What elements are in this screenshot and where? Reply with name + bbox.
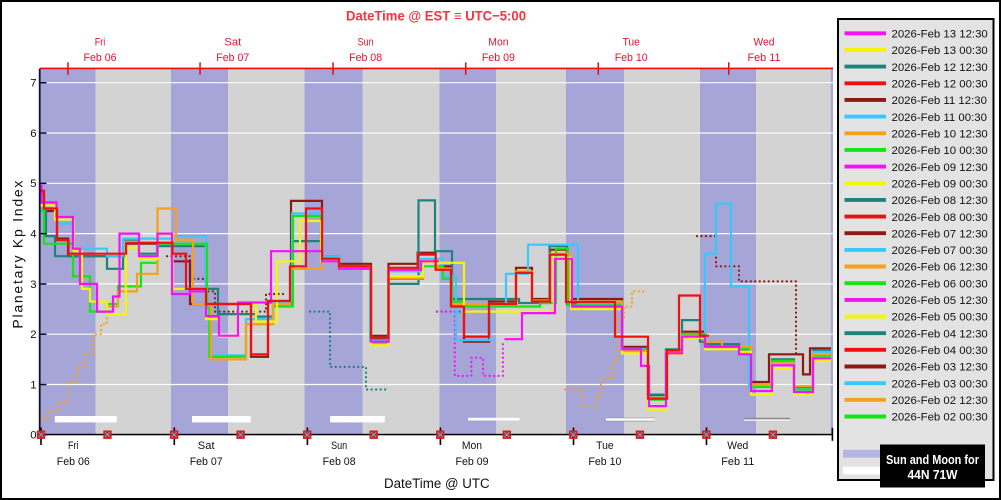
svg-text:2026-Feb 12 00:30: 2026-Feb 12 00:30 <box>892 79 988 91</box>
svg-text:Sun: Sun <box>331 440 347 452</box>
svg-text:DateTime @ EST ≡ UTC−5:00: DateTime @ EST ≡ UTC−5:00 <box>346 9 526 24</box>
svg-text:6: 6 <box>30 128 36 140</box>
svg-text:4: 4 <box>30 229 36 241</box>
svg-text:DateTime @ UTC: DateTime @ UTC <box>384 476 490 491</box>
svg-text:Feb 06: Feb 06 <box>57 456 90 468</box>
svg-text:2026-Feb 05 00:30: 2026-Feb 05 00:30 <box>892 312 988 324</box>
svg-text:2026-Feb 13 12:30: 2026-Feb 13 12:30 <box>892 29 988 41</box>
svg-text:2026-Feb 03 12:30: 2026-Feb 03 12:30 <box>892 362 988 374</box>
svg-text:Sun: Sun <box>358 37 374 49</box>
svg-text:2026-Feb 09 00:30: 2026-Feb 09 00:30 <box>892 178 988 190</box>
svg-text:2026-Feb 11 00:30: 2026-Feb 11 00:30 <box>892 112 987 124</box>
svg-text:2026-Feb 02 00:30: 2026-Feb 02 00:30 <box>892 412 988 424</box>
svg-text:Tue: Tue <box>622 37 640 49</box>
svg-text:2026-Feb 05 12:30: 2026-Feb 05 12:30 <box>892 295 988 307</box>
svg-text:2: 2 <box>30 329 36 341</box>
svg-text:2026-Feb 04 12:30: 2026-Feb 04 12:30 <box>892 328 988 340</box>
svg-text:Feb 09: Feb 09 <box>482 52 515 64</box>
svg-text:44N 71W: 44N 71W <box>908 467 959 482</box>
svg-text:Feb 08: Feb 08 <box>349 52 382 64</box>
svg-text:Mon: Mon <box>488 37 508 49</box>
svg-text:Feb 10: Feb 10 <box>588 456 621 468</box>
svg-text:Wed: Wed <box>754 37 775 49</box>
svg-text:Feb 07: Feb 07 <box>216 52 249 64</box>
svg-text:7: 7 <box>30 78 36 90</box>
svg-text:Fri: Fri <box>95 37 106 49</box>
svg-text:Sun and Moon for: Sun and Moon for <box>886 452 979 467</box>
svg-text:2026-Feb 08 00:30: 2026-Feb 08 00:30 <box>892 212 988 224</box>
svg-text:1: 1 <box>30 379 36 391</box>
svg-text:2026-Feb 11 12:30: 2026-Feb 11 12:30 <box>892 95 987 107</box>
svg-text:Feb 10: Feb 10 <box>615 52 648 64</box>
svg-text:5: 5 <box>30 178 36 190</box>
svg-text:2026-Feb 13 00:30: 2026-Feb 13 00:30 <box>892 45 988 57</box>
svg-text:Mon: Mon <box>462 440 482 452</box>
svg-text:Feb 06: Feb 06 <box>84 52 117 64</box>
svg-text:3: 3 <box>30 279 36 291</box>
svg-text:Feb 08: Feb 08 <box>323 456 356 468</box>
svg-text:2026-Feb 10 00:30: 2026-Feb 10 00:30 <box>892 145 988 157</box>
svg-text:2026-Feb 02 12:30: 2026-Feb 02 12:30 <box>892 395 988 407</box>
svg-text:Fri: Fri <box>68 440 79 452</box>
svg-text:2026-Feb 06 00:30: 2026-Feb 06 00:30 <box>892 278 988 290</box>
svg-text:2026-Feb 08 12:30: 2026-Feb 08 12:30 <box>892 195 988 207</box>
svg-text:Planetary Kp Index: Planetary Kp Index <box>10 181 26 329</box>
svg-text:Feb 11: Feb 11 <box>721 456 754 468</box>
svg-text:2026-Feb 06 12:30: 2026-Feb 06 12:30 <box>892 262 988 274</box>
svg-text:2026-Feb 10 12:30: 2026-Feb 10 12:30 <box>892 129 988 141</box>
svg-text:Tue: Tue <box>596 440 614 452</box>
svg-text:Feb 09: Feb 09 <box>456 456 489 468</box>
svg-text:2026-Feb 07 12:30: 2026-Feb 07 12:30 <box>892 228 988 240</box>
svg-text:0: 0 <box>30 430 36 442</box>
svg-text:Wed: Wed <box>727 440 748 452</box>
svg-text:Sat: Sat <box>224 37 242 49</box>
svg-text:2026-Feb 04 00:30: 2026-Feb 04 00:30 <box>892 345 988 357</box>
svg-text:2026-Feb 09 12:30: 2026-Feb 09 12:30 <box>892 162 988 174</box>
svg-text:Feb 07: Feb 07 <box>190 456 223 468</box>
svg-text:2026-Feb 07 00:30: 2026-Feb 07 00:30 <box>892 245 988 257</box>
svg-text:2026-Feb 03 00:30: 2026-Feb 03 00:30 <box>892 378 988 390</box>
svg-text:2026-Feb 12 12:30: 2026-Feb 12 12:30 <box>892 62 988 74</box>
svg-text:Sat: Sat <box>198 440 216 452</box>
svg-text:Feb 11: Feb 11 <box>748 52 781 64</box>
